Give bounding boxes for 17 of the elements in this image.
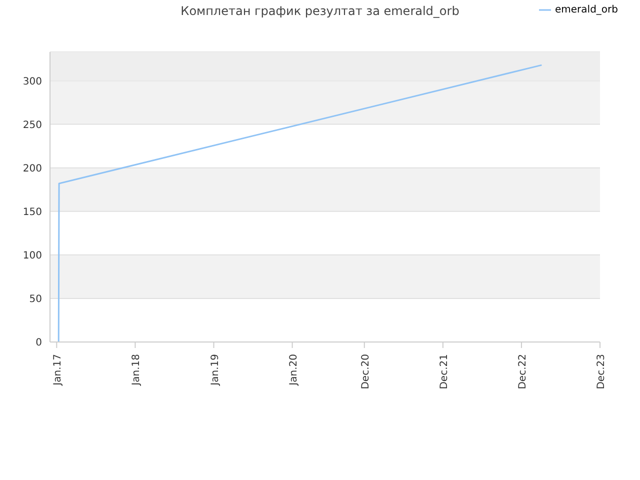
x-tick-label: Dec.20: [360, 354, 372, 390]
y-tick-label: 200: [22, 163, 42, 174]
y-tick-label: 0: [36, 338, 42, 349]
y-tick-label: 300: [22, 76, 42, 88]
x-tick-label: Dec.22: [517, 354, 528, 390]
y-tick-label: 100: [22, 250, 42, 262]
x-tick-label: Jan.20: [288, 354, 300, 386]
y-tick-label: 50: [29, 294, 42, 306]
x-tick-label: Dec.21: [438, 354, 450, 390]
x-tick-label: Jan.18: [131, 354, 142, 386]
y-tick-label: 250: [22, 120, 42, 131]
x-tick-label: Jan.17: [52, 354, 64, 386]
legend-label: emerald_orb: [555, 4, 618, 16]
x-tick-label: Jan.19: [210, 354, 221, 386]
x-tick-label: Dec.23: [596, 354, 607, 390]
chart-title: Комплетан график резултат за emerald_orb: [180, 4, 460, 18]
y-tick-label: 150: [22, 206, 42, 218]
